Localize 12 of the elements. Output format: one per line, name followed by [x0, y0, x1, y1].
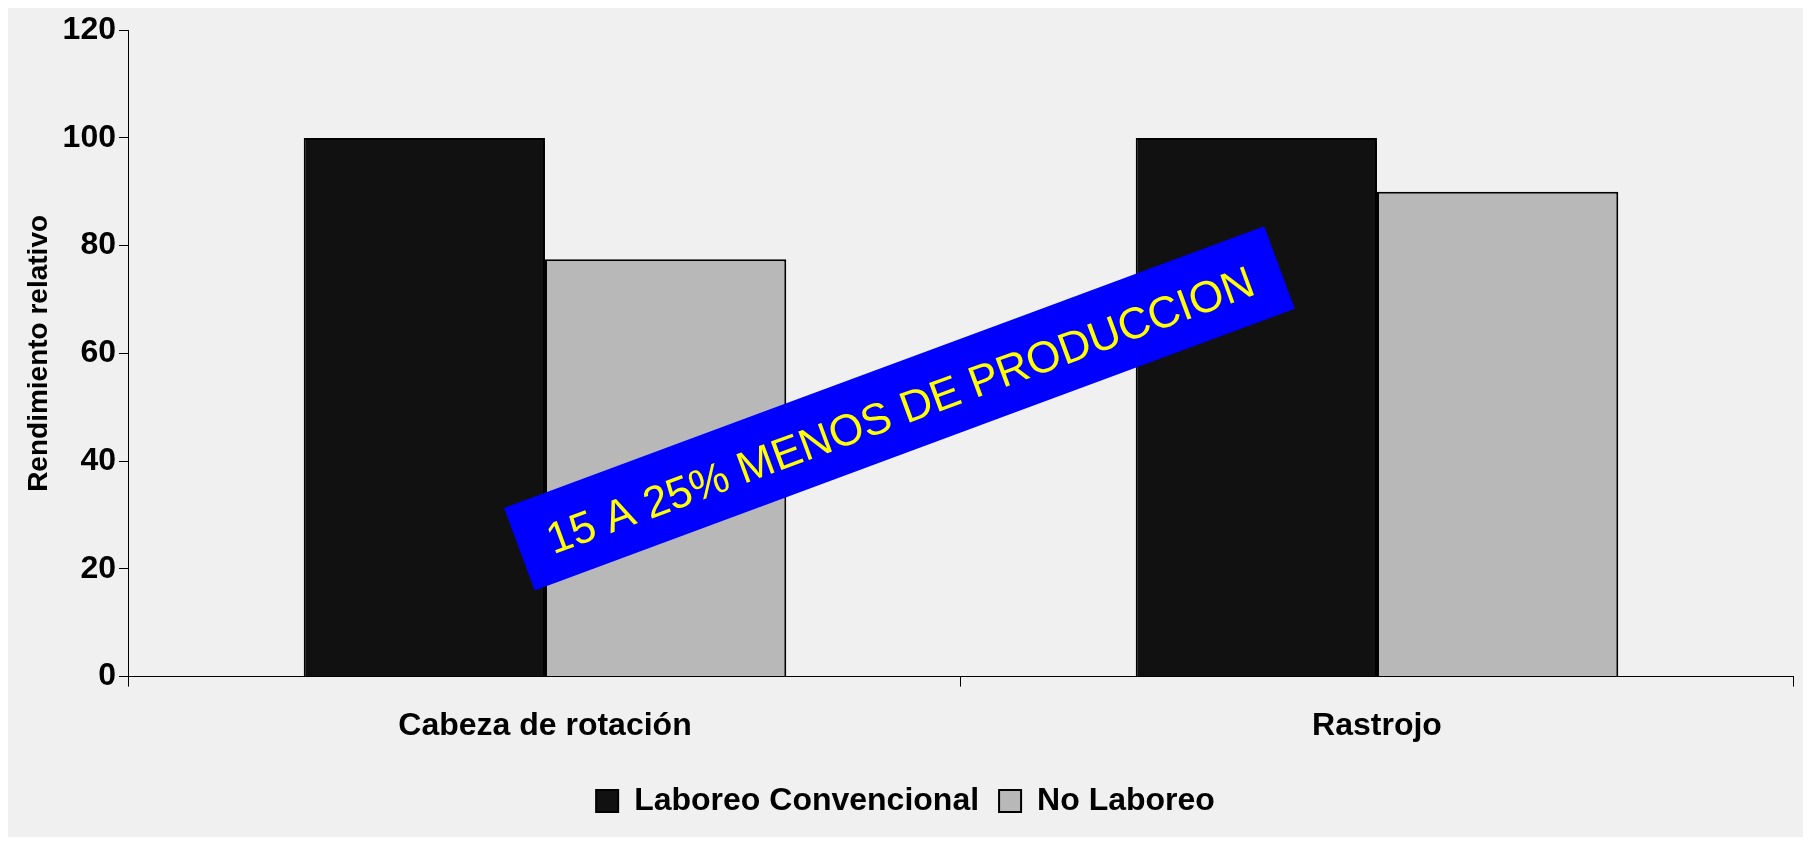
legend-label: No Laboreo [1037, 780, 1215, 817]
y-tick-label: 120 [62, 10, 116, 47]
y-tick-label: 100 [62, 117, 116, 154]
y-tick-label: 60 [80, 333, 116, 370]
x-tick-label: Rastrojo [1312, 705, 1442, 742]
y-axis-title: Rendimiento relativo [21, 214, 53, 492]
x-tick-label: Cabeza de rotación [398, 705, 692, 742]
legend-label: Laboreo Convencional [634, 780, 980, 817]
y-tick-label: 0 [98, 656, 116, 693]
y-tick-label: 20 [80, 548, 116, 585]
y-tick-label: 80 [80, 225, 116, 262]
y-tick-label: 40 [80, 440, 116, 477]
